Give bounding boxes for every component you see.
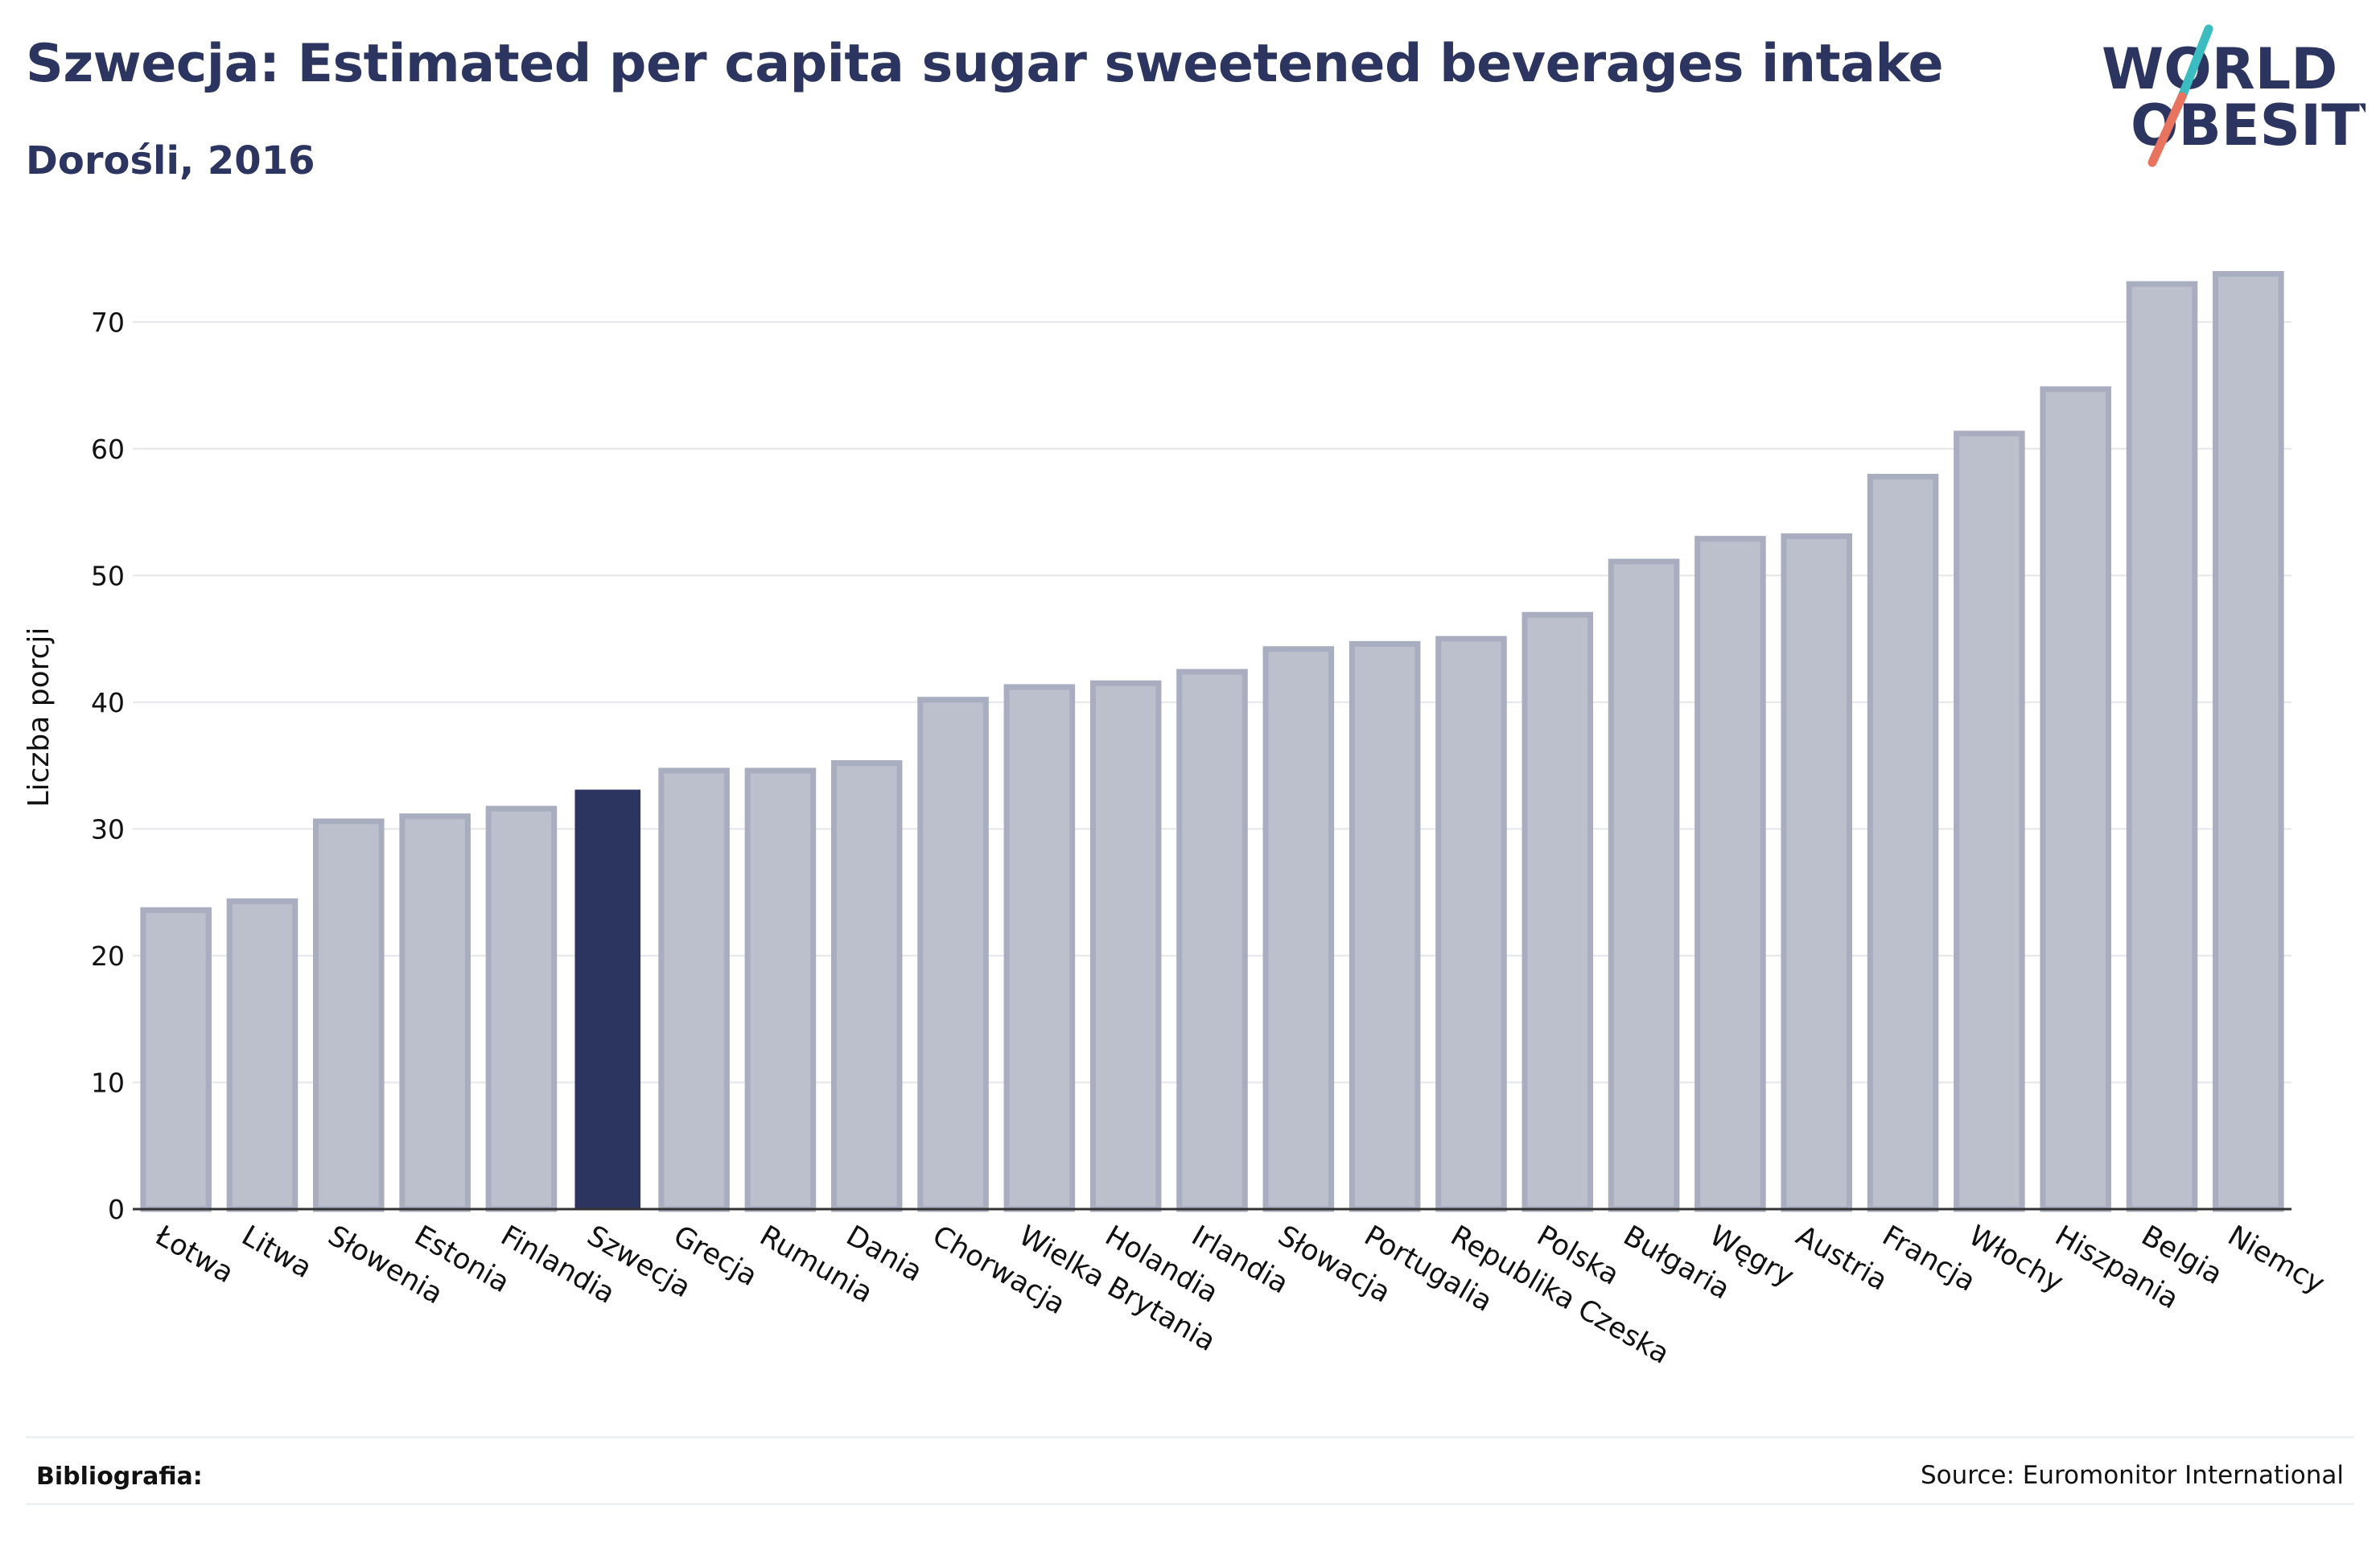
x-tick-label: Łotwa <box>149 1220 239 1290</box>
page-title: Szwecja: Estimated per capita sugar swee… <box>26 34 1944 94</box>
bar-11 <box>1089 680 1162 1212</box>
bar-14 <box>1349 640 1421 1212</box>
x-tick-label: Niemcy <box>2222 1220 2330 1300</box>
y-tick-labels: 0 10 20 30 40 50 60 70 <box>91 307 125 1225</box>
bar-4 <box>485 805 558 1212</box>
x-tick-label: Litwa <box>236 1220 317 1285</box>
y-tick-label: 0 <box>108 1194 125 1225</box>
bar-1 <box>226 898 299 1212</box>
bar-20 <box>1867 473 1939 1212</box>
world-obesity-logo: WORLD OBESITY <box>2102 24 2366 167</box>
x-tick-label: Austria <box>1790 1220 1892 1297</box>
source-text: Source: Euromonitor International <box>1920 1461 2344 1490</box>
logo-slash-teal <box>2177 24 2213 101</box>
bar-21 <box>1954 430 2025 1212</box>
bar-10 <box>1003 684 1076 1212</box>
logo-slash-coral <box>2147 92 2187 167</box>
bar-12 <box>1176 669 1248 1212</box>
bar-18 <box>1694 536 1766 1212</box>
y-tick-label: 50 <box>91 560 125 591</box>
bar-9 <box>917 697 989 1212</box>
footer-divider-bottom <box>26 1503 2354 1505</box>
y-tick-label: 30 <box>91 813 125 845</box>
y-tick-label: 40 <box>91 687 125 718</box>
bar-8 <box>830 759 903 1212</box>
logo-word-world: WORLD <box>2102 36 2337 102</box>
bar-22 <box>2040 386 2111 1212</box>
bar-15 <box>1435 636 1507 1212</box>
bar-24 <box>2213 270 2284 1212</box>
x-tick-label: Włochy <box>1963 1220 2069 1299</box>
bar-3 <box>399 813 471 1212</box>
y-axis-label: Liczba porcji <box>23 627 56 808</box>
bar-23 <box>2126 281 2198 1212</box>
bars <box>140 270 2284 1212</box>
bar-16 <box>1521 611 1594 1212</box>
footer-divider-top <box>26 1436 2354 1438</box>
y-tick-label: 70 <box>91 307 125 338</box>
bar-17 <box>1608 558 1680 1212</box>
y-tick-label: 20 <box>91 940 125 972</box>
bar-2 <box>313 818 385 1212</box>
y-tick-label: 10 <box>91 1067 125 1098</box>
page-subtitle: Dorośli, 2016 <box>26 138 315 183</box>
y-tick-label: 60 <box>91 434 125 465</box>
bar-13 <box>1262 646 1335 1212</box>
bar-7 <box>744 767 817 1212</box>
bar-19 <box>1781 533 1853 1212</box>
bar-0 <box>140 907 212 1212</box>
bar-5 <box>574 789 641 1209</box>
bar-6 <box>658 767 730 1212</box>
x-tick-label: Francja <box>1877 1220 1981 1298</box>
bibliography-label: Bibliografia: <box>36 1463 203 1491</box>
